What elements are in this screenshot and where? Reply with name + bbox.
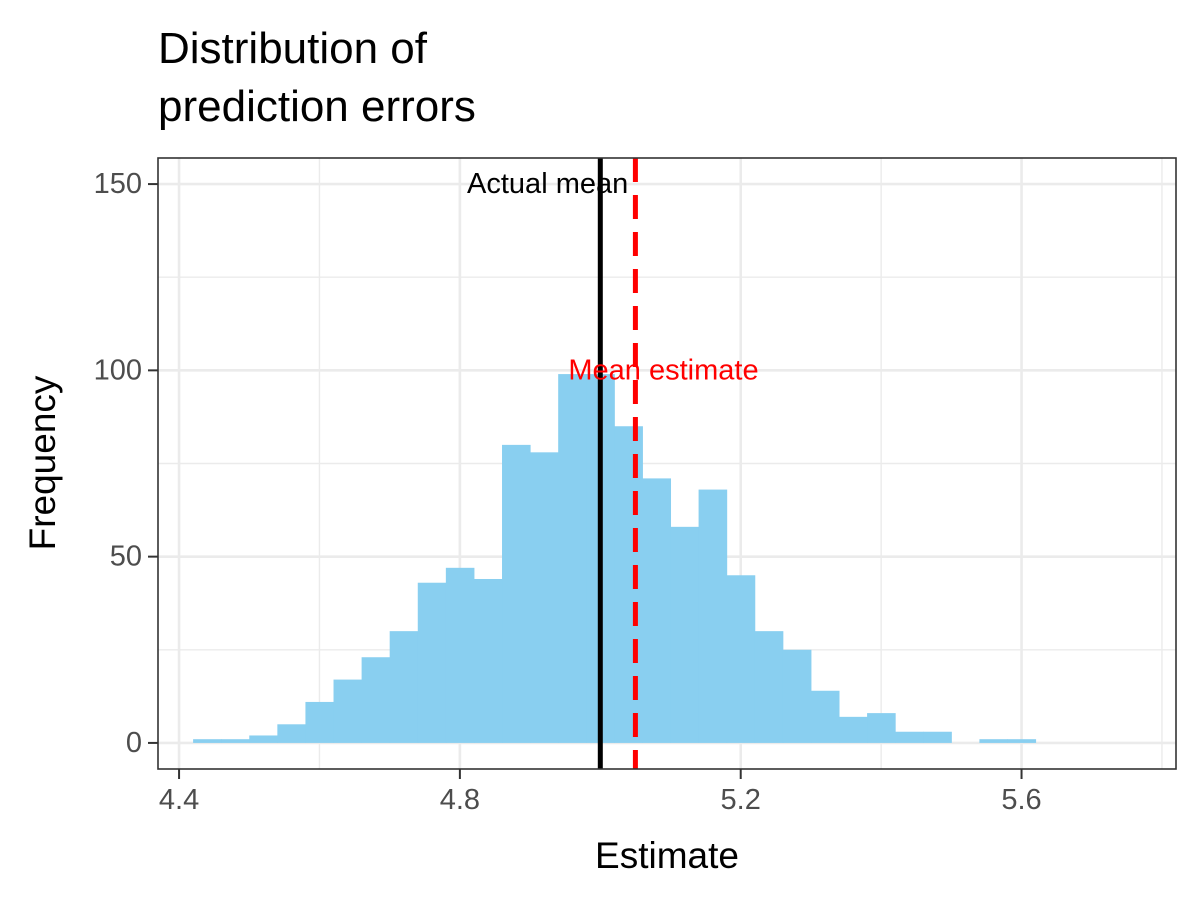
histogram-bar	[558, 374, 587, 743]
plot-panel-border	[157, 157, 1177, 770]
y-tick-label: 50	[110, 541, 142, 573]
histogram-bar	[979, 739, 1009, 743]
histogram-bars	[193, 374, 1037, 743]
y-axis: 0 50 100 150	[94, 168, 158, 759]
histogram-bar	[754, 631, 784, 743]
histogram-bar	[923, 731, 952, 743]
histogram-bar	[361, 657, 391, 743]
histogram-bar	[642, 478, 672, 743]
x-tick-label: 5.2	[721, 784, 761, 816]
chart-title-line-2: prediction errors	[158, 82, 476, 131]
chart-title-line-1: Distribution of	[158, 24, 428, 73]
chart-title: Distribution of prediction errors	[158, 24, 476, 131]
histogram-bar	[867, 713, 896, 743]
histogram-bar	[839, 716, 868, 743]
x-tick-label: 5.6	[1001, 784, 1041, 816]
histogram-bar	[810, 690, 840, 743]
histogram-bar	[193, 739, 222, 743]
annotations: Actual mean Mean estimate	[467, 168, 759, 386]
histogram-bar	[530, 452, 559, 743]
reference-lines	[597, 158, 638, 769]
histogram-bar	[1007, 739, 1037, 743]
histogram-bar	[895, 731, 924, 743]
histogram-bar	[249, 735, 278, 743]
histogram-bar	[726, 575, 756, 743]
y-axis-title: Frequency	[22, 375, 63, 550]
actual-mean-label: Actual mean	[467, 168, 628, 200]
histogram-bar	[614, 426, 643, 743]
histogram-bar	[782, 649, 812, 743]
histogram-bar	[333, 679, 363, 743]
histogram-bar	[221, 739, 250, 743]
x-tick-label: 4.4	[159, 784, 199, 816]
histogram-bar	[698, 489, 728, 743]
histogram-bar	[445, 567, 475, 743]
histogram-bar	[305, 701, 335, 743]
histogram-bar	[277, 724, 306, 743]
histogram-bar	[502, 444, 531, 743]
y-tick-label: 150	[94, 168, 142, 200]
y-tick-label: 0	[126, 727, 142, 759]
x-axis: 4.4 4.8 5.2 5.6	[159, 769, 1042, 816]
mean-estimate-label: Mean estimate	[568, 354, 758, 386]
histogram-bar	[417, 582, 447, 743]
histogram-bar	[389, 631, 419, 743]
histogram-bar	[670, 526, 700, 743]
x-axis-title: Estimate	[595, 835, 739, 876]
x-tick-label: 4.8	[440, 784, 480, 816]
histogram-bar	[473, 578, 503, 743]
y-tick-label: 100	[94, 354, 142, 386]
